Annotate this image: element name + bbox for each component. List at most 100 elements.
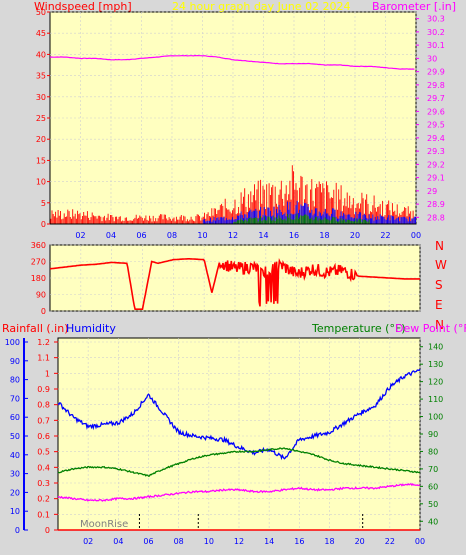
hour-tick-label: 20	[355, 537, 365, 546]
barometer-tick-label: 29.3	[427, 147, 445, 156]
hour-tick-label: 12	[234, 537, 244, 546]
temperature-tick-label: 100	[428, 413, 443, 422]
temperature-tick-label: 60	[428, 482, 438, 491]
humidity-tick-label: 100	[5, 338, 20, 347]
hour-tick-label: 06	[143, 537, 153, 546]
rainfall-tick-label: 1	[45, 369, 50, 378]
wind-tick-label: 15	[36, 156, 46, 165]
humidity-tick-label: 70	[10, 394, 20, 403]
rainfall-tick-label: 0.9	[37, 385, 50, 394]
barometer-tick-label: 29.5	[427, 121, 445, 130]
barometer-tick-label: 28.8	[427, 213, 445, 222]
hour-tick-label: 14	[264, 537, 274, 546]
hour-tick-label: 22	[385, 537, 395, 546]
graph-date-title: 24 hour graph day June 02 2024	[172, 0, 351, 13]
hour-tick-label: 00	[415, 537, 425, 546]
temperature-axis-title: Temperature (°F)	[311, 322, 406, 335]
rainfall-tick-label: 0.4	[37, 463, 50, 472]
wind-direction-line	[49, 257, 420, 310]
rainfall-tick-label: 0.3	[37, 479, 50, 488]
rainfall-axis-title: Rainfall (.in)	[2, 322, 69, 335]
barometer-tick-label: 30.1	[427, 41, 445, 50]
temperature-tick-label: 120	[428, 378, 443, 387]
barometer-tick-label: 29.2	[427, 160, 445, 169]
barometer-tick-label: 29.4	[427, 134, 445, 143]
humidity-tick-label: 20	[10, 488, 20, 497]
wind-tick-label: 50	[36, 8, 46, 17]
humidity-line	[57, 368, 421, 461]
hour-tick-label: 08	[174, 537, 184, 546]
hour-tick-label: 10	[204, 537, 214, 546]
humidity-tick-label: 50	[10, 432, 20, 441]
rainfall-tick-label: 0.1	[37, 510, 50, 519]
temperature-tick-label: 40	[428, 517, 438, 526]
barometer-tick-label: 29.8	[427, 81, 445, 90]
wind-tick-label: 5	[41, 199, 46, 208]
direction-tick-label: 360	[31, 241, 46, 250]
barometer-tick-label: 30.2	[427, 28, 445, 37]
temperature-line	[57, 447, 421, 477]
direction-label-s: S	[435, 278, 443, 292]
barometer-axis-title: Barometer [.in]	[372, 0, 456, 13]
hour-tick-label: 06	[136, 231, 146, 240]
hour-tick-label: 08	[167, 231, 177, 240]
humidity-tick-label: 60	[10, 413, 20, 422]
humidity-tick-label: 90	[10, 357, 20, 366]
barometer-tick-label: 29	[427, 187, 437, 196]
temperature-tick-label: 80	[428, 447, 438, 456]
temperature-tick-label: 140	[428, 343, 443, 352]
direction-label-n-top: N	[435, 239, 444, 253]
rainfall-tick-label: 1.2	[37, 338, 50, 347]
moonrise-annotation: MoonRise	[80, 519, 128, 530]
hour-tick-label: 02	[75, 231, 85, 240]
windspeed-axis-title: Windspeed [mph]	[34, 0, 132, 13]
direction-tick-label: 0	[41, 307, 46, 316]
barometer-tick-label: 30	[427, 54, 437, 63]
hour-tick-label: 16	[289, 231, 299, 240]
rainfall-tick-label: 0.7	[37, 416, 50, 425]
hour-tick-label: 12	[228, 231, 238, 240]
wind-tick-label: 0	[41, 220, 46, 229]
wind-tick-label: 30	[36, 93, 46, 102]
humidity-tick-label: 10	[10, 507, 20, 516]
wind-tick-label: 45	[36, 29, 46, 38]
wind-tick-label: 35	[36, 72, 46, 81]
barometer-tick-label: 30.3	[427, 15, 445, 24]
hour-tick-label: 14	[258, 231, 268, 240]
rainfall-tick-label: 0.8	[37, 401, 50, 410]
rainfall-tick-label: 0.2	[37, 495, 50, 504]
hour-tick-label: 02	[83, 537, 93, 546]
barometer-tick-label: 29.9	[427, 68, 445, 77]
direction-tick-label: 270	[31, 258, 46, 267]
wind-tick-label: 20	[36, 135, 46, 144]
humidity-tick-label: 40	[10, 451, 20, 460]
temperature-tick-label: 90	[428, 430, 438, 439]
direction-tick-label: 180	[31, 274, 46, 283]
direction-label-e: E	[435, 298, 443, 312]
rainfall-tick-label: 1.1	[37, 354, 50, 363]
hour-tick-label: 16	[294, 537, 304, 546]
barometer-tick-label: 28.9	[427, 200, 445, 209]
hour-tick-label: 22	[380, 231, 390, 240]
humidity-tick-label: 80	[10, 376, 20, 385]
wind-average-series	[233, 213, 370, 224]
temperature-tick-label: 70	[428, 465, 438, 474]
wind-tick-label: 40	[36, 50, 46, 59]
humidity-tick-label: 30	[10, 470, 20, 479]
direction-label-w: W	[435, 258, 447, 272]
temperature-tick-label: 130	[428, 360, 443, 369]
rainfall-tick-label: 0.6	[37, 432, 50, 441]
wind-tick-label: 25	[36, 114, 46, 123]
wind-tick-label: 10	[36, 178, 46, 187]
direction-label-n-bottom: N	[435, 318, 444, 332]
temperature-tick-label: 50	[428, 500, 438, 509]
hour-tick-label: 18	[319, 231, 329, 240]
hour-tick-label: 04	[113, 537, 123, 546]
direction-tick-label: 90	[36, 291, 46, 300]
barometer-line	[49, 54, 415, 70]
dewpoint-line	[57, 482, 421, 502]
windspeed-series	[202, 200, 416, 224]
rainfall-tick-label: 0	[45, 526, 50, 535]
